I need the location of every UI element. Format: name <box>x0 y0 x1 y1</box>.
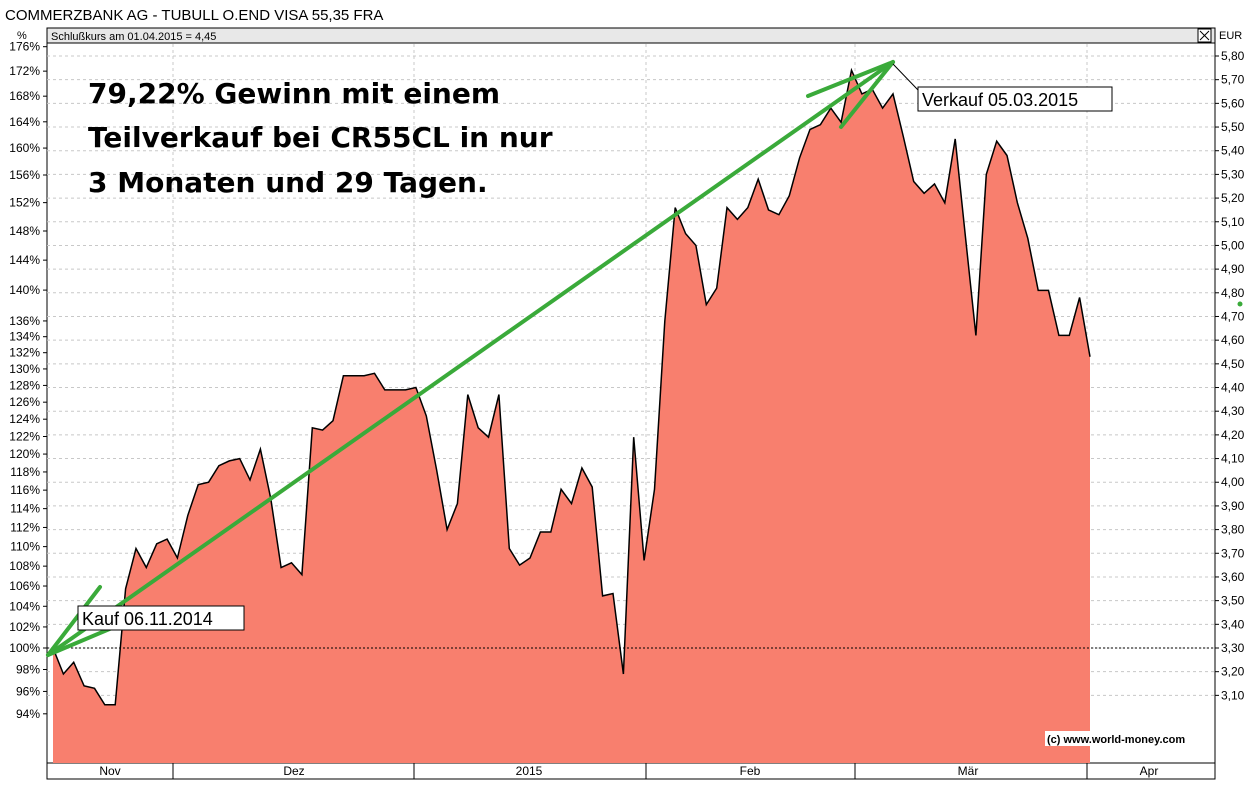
left-tick-label: 168% <box>9 89 40 103</box>
left-tick-label: 100% <box>9 641 40 655</box>
right-tick-label: 3,80 <box>1221 523 1245 537</box>
left-tick-label: 176% <box>9 40 40 54</box>
left-tick-label: 104% <box>9 599 40 613</box>
last-value-marker <box>1237 301 1243 307</box>
right-tick-label: 4,70 <box>1221 309 1245 323</box>
headline-line-3: 3 Monaten und 29 Tagen. <box>88 166 488 199</box>
right-tick-label: 4,10 <box>1221 452 1245 466</box>
x-tick-label: Nov <box>99 764 120 778</box>
left-tick-label: 108% <box>9 559 40 573</box>
left-axis: 176% 172% 168% 164% 160% 156% 152% 148% 144% 140%… <box>9 40 47 721</box>
area-fill <box>53 70 1090 763</box>
series-area <box>52 67 1091 763</box>
right-tick-label: 3,10 <box>1221 688 1245 702</box>
left-tick-label: 96% <box>16 684 40 698</box>
right-tick-label: 5,00 <box>1221 238 1245 252</box>
left-tick-label: 122% <box>9 429 40 443</box>
right-tick-label: 4,60 <box>1221 333 1245 347</box>
left-tick-label: 144% <box>9 253 40 267</box>
left-tick-label: 114% <box>10 502 40 516</box>
right-tick-label: 4,90 <box>1221 262 1245 276</box>
right-tick-label: 3,30 <box>1221 641 1245 655</box>
chart-subtitle: Schlußkurs am 01.04.2015 = 4,45 <box>51 31 216 43</box>
right-tick-label: 3,60 <box>1221 570 1245 584</box>
left-tick-label: 148% <box>9 224 40 238</box>
chart-title: COMMERZBANK AG - TUBULL O.END VISA 55,35… <box>5 7 383 24</box>
x-tick-label: Mär <box>958 764 979 778</box>
left-tick-label: 98% <box>16 662 40 676</box>
right-tick-label: 4,80 <box>1221 286 1245 300</box>
left-tick-label: 94% <box>16 707 40 721</box>
right-tick-label: 5,10 <box>1221 215 1245 229</box>
right-tick-label: 3,40 <box>1221 617 1245 631</box>
right-tick-label: 5,50 <box>1221 120 1245 134</box>
right-tick-label: 3,90 <box>1221 499 1245 513</box>
right-tick-label: 5,40 <box>1221 144 1245 158</box>
left-tick-label: 134% <box>9 330 40 344</box>
buy-label: Kauf 06.11.2014 <box>82 609 213 629</box>
right-tick-label: 5,80 <box>1221 49 1245 63</box>
x-tick-label: Feb <box>740 764 761 778</box>
sell-annotation: Verkauf 05.03.2015 <box>892 63 1113 112</box>
left-tick-label: 112% <box>10 520 40 534</box>
right-tick-label: 4,30 <box>1221 404 1245 418</box>
left-tick-label: 106% <box>9 579 40 593</box>
left-tick-label: 132% <box>9 346 40 360</box>
x-tick-label: Apr <box>1140 764 1159 778</box>
left-tick-label: 118% <box>10 465 40 479</box>
copyright: (c) www.world-money.com <box>1047 734 1185 746</box>
right-axis-unit: EUR <box>1219 30 1242 42</box>
subtitle-bar <box>46 27 1216 44</box>
right-tick-label: 3,50 <box>1221 594 1245 608</box>
x-tick-label: 2015 <box>516 764 543 778</box>
right-tick-label: 3,20 <box>1221 665 1245 679</box>
left-tick-label: 130% <box>9 362 40 376</box>
left-tick-label: 160% <box>9 141 40 155</box>
left-tick-label: 156% <box>9 168 40 182</box>
left-tick-label: 172% <box>9 64 40 78</box>
sell-label: Verkauf 05.03.2015 <box>922 90 1078 110</box>
right-tick-label: 3,70 <box>1221 546 1245 560</box>
close-icon[interactable] <box>1197 28 1212 43</box>
right-tick-label: 4,40 <box>1221 381 1245 395</box>
right-axis: 5,80 5,70 5,60 5,50 5,40 5,30 5,20 5,10 5,00 4,90… <box>1215 49 1245 702</box>
left-tick-label: 128% <box>9 378 40 392</box>
right-tick-label: 4,20 <box>1221 428 1245 442</box>
left-tick-label: 136% <box>9 314 40 328</box>
right-tick-label: 5,60 <box>1221 96 1245 110</box>
left-tick-label: 140% <box>9 283 40 297</box>
left-tick-label: 116% <box>10 483 40 497</box>
right-tick-label: 4,00 <box>1221 475 1245 489</box>
left-tick-label: 110% <box>10 540 40 554</box>
buy-annotation: Kauf 06.11.2014 <box>77 605 245 631</box>
copyright-box <box>1045 731 1213 746</box>
left-axis-unit: % <box>17 30 27 42</box>
right-tick-label: 4,50 <box>1221 357 1245 371</box>
right-tick-label: 5,20 <box>1221 191 1245 205</box>
left-tick-label: 120% <box>9 447 40 461</box>
right-tick-label: 5,30 <box>1221 167 1245 181</box>
left-tick-label: 124% <box>9 412 40 426</box>
left-tick-label: 102% <box>9 620 40 634</box>
headline-line-1: 79,22% Gewinn mit einem <box>88 77 500 110</box>
left-tick-label: 164% <box>9 115 40 129</box>
right-tick-label: 5,70 <box>1221 73 1245 87</box>
left-tick-label: 126% <box>9 395 40 409</box>
series-line <box>52 67 1091 706</box>
headline-line-2: Teilverkauf bei CR55CL in nur <box>88 121 553 154</box>
x-tick-label: Dez <box>283 764 304 778</box>
x-axis: Nov Dez 2015 Feb Mär Apr <box>99 763 1158 779</box>
left-tick-label: 152% <box>9 196 40 210</box>
